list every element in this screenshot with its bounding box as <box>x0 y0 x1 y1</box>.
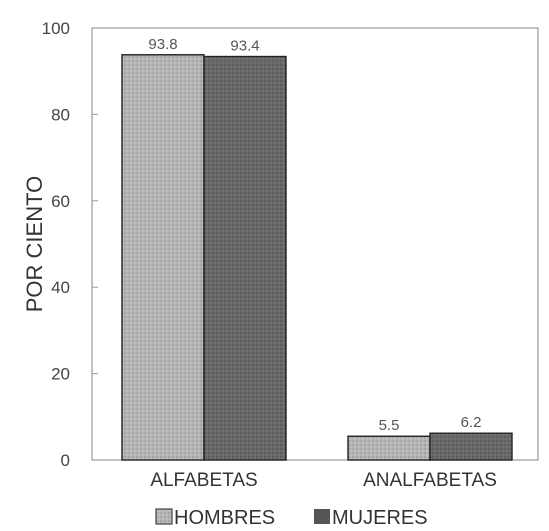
legend-label-mujeres: MUJERES <box>332 507 428 529</box>
data-label: 6.2 <box>461 414 482 431</box>
y-tick-label: 60 <box>51 192 70 211</box>
bar-hombres-analfabetas <box>347 435 431 461</box>
y-tick-label: 100 <box>42 19 70 38</box>
legend-swatch-hombres <box>155 508 173 525</box>
y-tick-label: 80 <box>51 105 70 124</box>
data-label: 5.5 <box>379 417 400 434</box>
y-tick-label: 40 <box>51 278 70 297</box>
y-axis-title: POR CIENTO <box>22 176 47 313</box>
category-labels: ALFABETAS ANALFABETAS <box>150 470 497 491</box>
y-axis: 0 20 40 60 80 100 <box>42 19 98 470</box>
legend-label-hombres: HOMBRES <box>174 507 275 529</box>
data-label: 93.4 <box>230 38 259 55</box>
bar-mujeres-analfabetas <box>429 432 513 461</box>
plot-frame <box>91 27 539 461</box>
legend-swatch-mujeres <box>314 509 330 524</box>
bar-mujeres-alfabetas <box>203 55 287 461</box>
bars-group: 93.8 93.4 5.5 6.2 <box>121 36 513 461</box>
category-label: ALFABETAS <box>150 470 257 491</box>
bar-hombres-alfabetas <box>121 54 205 461</box>
y-tick-label: 20 <box>51 365 70 384</box>
category-label: ANALFABETAS <box>363 470 497 491</box>
legend: HOMBRES MUJERES <box>155 507 428 529</box>
y-tick-label: 0 <box>61 451 70 470</box>
data-label: 93.8 <box>148 36 177 53</box>
